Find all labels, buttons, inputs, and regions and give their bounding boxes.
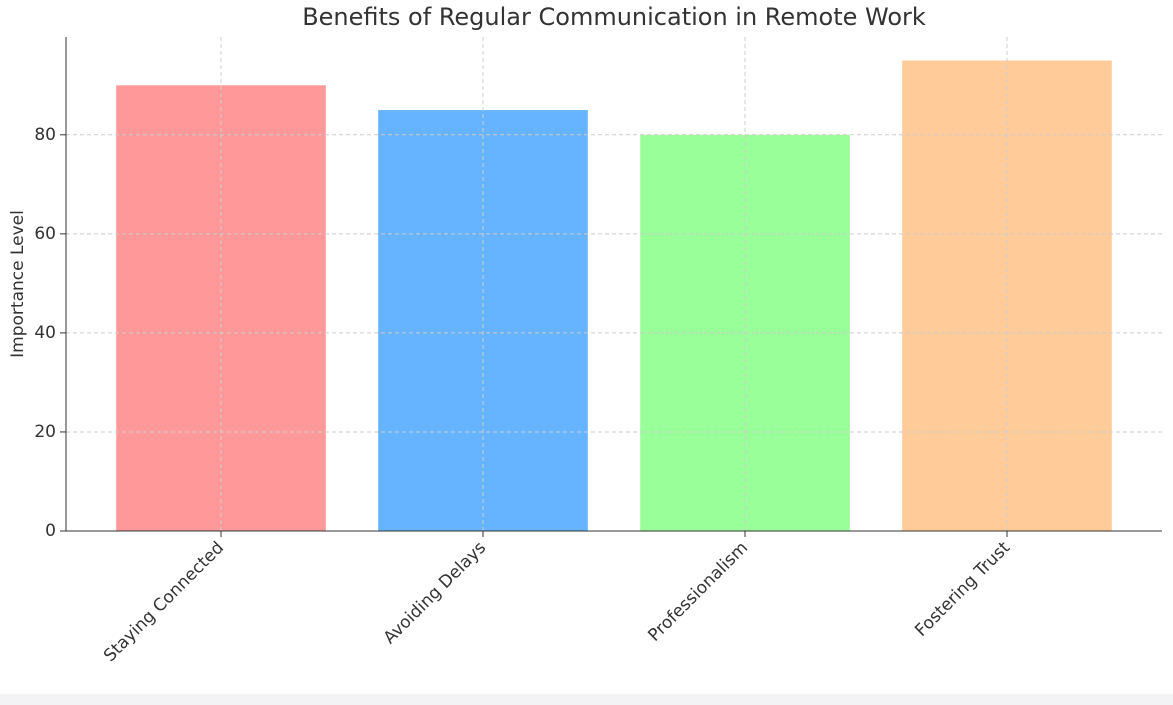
y-tick-label: 60	[34, 224, 56, 244]
y-tick-label: 0	[45, 521, 56, 541]
x-tick-label: Professionalism	[644, 538, 752, 646]
x-tick-label: Fostering Trust	[911, 538, 1014, 641]
y-tick-label: 80	[34, 125, 56, 145]
y-tick-label: 40	[34, 323, 56, 343]
bottom-strip	[0, 694, 1173, 705]
y-axis-label: Importance Level	[8, 210, 28, 358]
x-tick-label: Avoiding Delays	[380, 538, 490, 648]
chart-title: Benefits of Regular Communication in Rem…	[302, 3, 926, 31]
x-tick-label: Staying Connected	[100, 538, 228, 666]
y-tick-label: 20	[34, 422, 56, 442]
